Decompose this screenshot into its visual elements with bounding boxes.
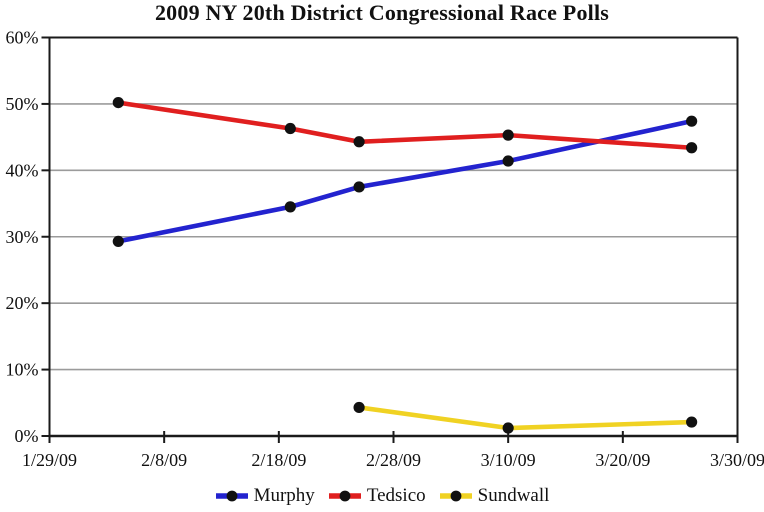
data-point-tedsico [686,142,698,154]
legend-label-murphy: Murphy [253,485,315,506]
data-point-tedsico [502,129,514,141]
x-tick-label: 2/8/09 [141,450,187,470]
y-tick-label: 60% [6,28,39,48]
data-point-sundwall [686,416,698,428]
legend-dot [226,490,237,502]
poll-line-chart: 0% 10% 20% 30% 40% 50% 60% 1/29/09 2/8/09 2/18/09… [6,28,764,471]
data-point-sundwall [502,422,514,434]
legend-item-tedsico: Tedsico [328,485,426,507]
x-tick-label: 3/30/09 [710,450,764,470]
chart-title: 2009 NY 20th District Congressional Race… [154,0,610,25]
data-point-murphy [686,115,698,127]
data-point-murphy [353,181,365,193]
data-point-murphy [112,235,124,247]
x-tick-label: 3/20/09 [595,450,650,470]
legend-dot [450,490,462,502]
y-tick-label: 40% [6,160,39,180]
y-tick-label: 30% [6,227,39,247]
x-tick-label: 1/29/09 [22,450,77,470]
chart-legend: Murphy Tedsico Sundwall [0,483,764,509]
legend-label-tedsico: Tedsico [366,485,426,506]
y-tick-label: 0% [15,426,39,446]
legend-label-sundwall: Sundwall [477,485,550,506]
legend-marker-tedsico [328,490,361,502]
data-point-tedsico [284,122,296,135]
series-line-sundwall [356,405,694,431]
x-tick-label: 2/28/09 [366,450,421,470]
y-tick-label: 50% [6,94,39,114]
x-tick-label: 3/10/09 [481,450,536,470]
y-tick-label: 20% [6,293,39,313]
data-point-murphy [284,201,296,213]
legend-marker-sundwall [439,490,472,502]
data-point-tedsico [112,96,124,109]
legend-marker-murphy [215,490,248,502]
legend-item-sundwall: Sundwall [439,485,550,507]
data-point-sundwall [353,401,365,414]
series-line-tedsico [116,100,694,151]
x-tick-label: 2/18/09 [251,450,306,470]
legend-dot [339,490,351,502]
data-point-murphy [502,155,514,167]
data-point-tedsico [353,136,365,148]
legend-item-murphy: Murphy [215,485,315,507]
y-tick-label: 10% [6,360,39,380]
